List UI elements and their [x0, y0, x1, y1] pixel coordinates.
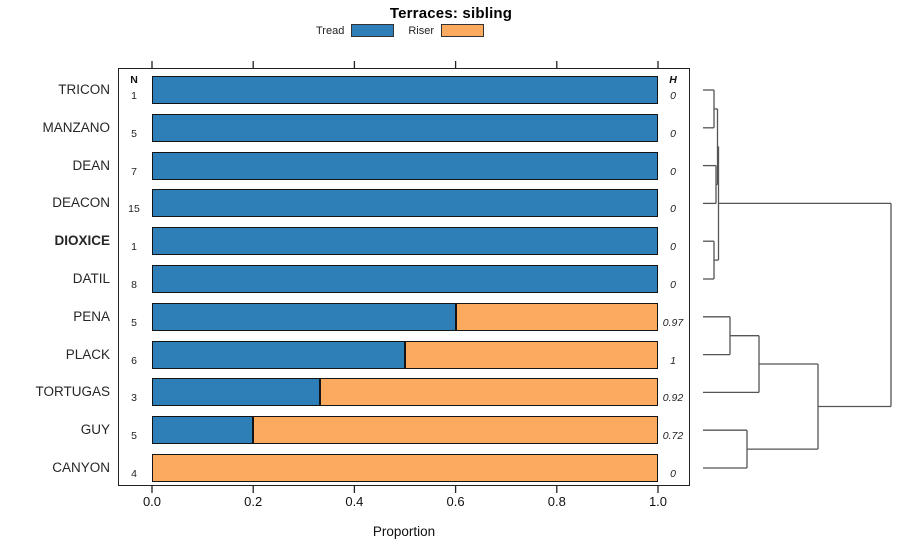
row-h-value: 0 — [670, 165, 676, 178]
row-label: DIOXICE — [54, 233, 110, 249]
bar-riser-segment — [455, 302, 658, 331]
row-n-value: 3 — [131, 392, 137, 405]
row-label: DATIL — [72, 271, 110, 286]
row-n-value: 5 — [131, 430, 137, 443]
row-label: GUY — [80, 422, 110, 438]
row-h-value: 0 — [670, 279, 676, 291]
bar-riser-segment — [405, 340, 658, 369]
bar-riser-segment — [152, 454, 658, 482]
row-label: DEAN — [72, 157, 110, 173]
row-label: TRICON — [58, 82, 110, 97]
x-tick-label: 1.0 — [648, 494, 668, 509]
stacked-bar — [152, 340, 658, 369]
bar-tread-segment — [152, 302, 456, 331]
row-h-value: 0 — [670, 127, 676, 140]
stacked-bar — [152, 227, 658, 256]
bar-riser-segment — [253, 416, 658, 445]
bar-riser-segment — [320, 378, 658, 407]
legend-item-riser: Riser — [408, 24, 484, 37]
x-tick-label: 0.2 — [244, 494, 263, 509]
row-n-value: 7 — [131, 165, 137, 178]
row-h-value: 0.97 — [662, 316, 684, 329]
row-n-value: 15 — [128, 203, 140, 216]
row-n-value: 5 — [131, 316, 137, 329]
x-tick-label: 0.6 — [446, 494, 465, 509]
stacked-bar — [152, 416, 658, 445]
legend-label-tread: Tread — [316, 24, 345, 37]
legend-item-tread: Tread — [316, 24, 395, 37]
row-label: PENA — [73, 308, 110, 324]
stacked-bar — [152, 76, 658, 104]
bar-tread-segment — [152, 151, 658, 180]
stacked-bar — [152, 113, 658, 142]
stacked-bar — [152, 189, 658, 218]
row-label: CANYON — [52, 460, 110, 475]
stacked-bar — [152, 151, 658, 180]
row-n-value: 1 — [131, 241, 137, 254]
bar-tread-segment — [152, 189, 658, 218]
row-h-value: 0 — [670, 468, 676, 480]
chart-title: Terraces: sibling — [389, 5, 513, 22]
row-n-value: 4 — [131, 468, 137, 480]
row-h-value: 1 — [670, 354, 676, 367]
row-h-value: 0 — [670, 203, 676, 216]
stacked-bar — [152, 454, 658, 482]
legend-label-riser: Riser — [408, 24, 434, 37]
x-tick-label: 0.0 — [142, 494, 162, 509]
tread-swatch-icon — [351, 24, 395, 37]
bar-tread-segment — [152, 416, 254, 445]
row-label: PLACK — [65, 346, 110, 362]
h-column-header: H — [669, 74, 677, 86]
bar-tread-segment — [152, 340, 405, 369]
row-h-value: 0 — [670, 241, 676, 254]
row-n-value: 5 — [131, 127, 137, 140]
stacked-bar — [152, 302, 658, 331]
row-n-value: 6 — [131, 354, 137, 367]
riser-swatch-icon — [441, 24, 484, 37]
bar-tread-segment — [152, 227, 658, 256]
row-n-value: 1 — [131, 90, 137, 102]
row-label: MANZANO — [42, 119, 111, 135]
legend: Tread Riser — [316, 24, 484, 37]
n-column-header: N — [130, 74, 138, 86]
row-h-value: 0 — [670, 90, 676, 102]
stacked-bar — [152, 378, 658, 407]
bar-tread-segment — [152, 113, 658, 142]
x-axis-title: Proportion — [372, 524, 436, 539]
x-tick-label: 0.4 — [345, 494, 364, 509]
row-n-value: 8 — [131, 279, 137, 291]
row-label: DEACON — [52, 195, 110, 211]
bar-tread-segment — [152, 378, 321, 407]
bar-tread-segment — [152, 76, 658, 104]
row-h-value: 0.72 — [662, 430, 684, 443]
bar-tread-segment — [152, 265, 658, 293]
x-tick-label: 0.8 — [547, 494, 566, 509]
row-h-value: 0.92 — [662, 392, 684, 405]
stacked-bar — [152, 265, 658, 293]
row-label: TORTUGAS — [35, 384, 110, 400]
